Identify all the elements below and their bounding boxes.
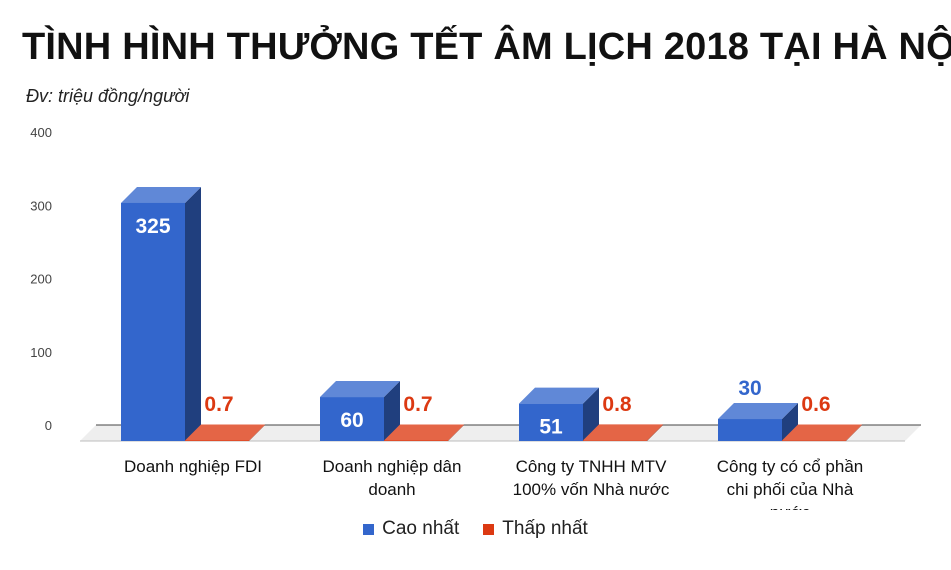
- legend-label-low: Thấp nhất: [502, 518, 588, 539]
- bar-low: [583, 424, 663, 441]
- data-label-low: 0.7: [403, 393, 432, 416]
- bar-low-side: [846, 424, 862, 441]
- category-label: Công ty có cổ phần: [717, 457, 863, 476]
- bar-low-side: [448, 424, 464, 441]
- chart-floor: [80, 425, 921, 441]
- data-label-high: 325: [135, 215, 170, 238]
- bar-low-front: [185, 440, 249, 441]
- bar-high-side: [384, 381, 400, 441]
- bar-low-side: [249, 424, 265, 441]
- bar-high-top: [718, 403, 798, 420]
- bar-high-top: [519, 387, 599, 404]
- data-label-low: 0.6: [801, 393, 830, 416]
- chart-unit-note: Đv: triệu đồng/người: [26, 86, 190, 106]
- bar-high-top: [320, 381, 400, 398]
- legend-swatch-low: [483, 523, 495, 535]
- bar-low: [782, 424, 862, 442]
- bar-high: [121, 186, 201, 441]
- chart-legend: Cao nhất Thấp nhất: [0, 518, 951, 540]
- bar-low-front: [384, 440, 448, 441]
- bar-high-top: [121, 186, 201, 203]
- bar-high-side: [185, 186, 201, 441]
- y-tick-label: 100: [30, 345, 52, 360]
- bar-high-side: [583, 387, 599, 441]
- category-label: doanh: [368, 480, 415, 499]
- bar-high-front: [718, 419, 782, 441]
- chart-title: TÌNH HÌNH THƯỞNG TẾT ÂM LỊCH 2018 TẠI HÀ…: [22, 26, 951, 68]
- bar-low-top: [384, 424, 464, 441]
- legend-swatch-high: [363, 523, 375, 535]
- bar-high-front: [320, 397, 384, 441]
- category-label: Công ty TNHH MTV: [516, 457, 667, 476]
- bar-high-front: [121, 202, 185, 441]
- bar-high: [320, 381, 400, 441]
- bar-low-top: [782, 424, 862, 441]
- legend-label-high: Cao nhất: [382, 518, 460, 539]
- bar-high: [519, 387, 599, 441]
- y-tick-label: 400: [30, 125, 52, 140]
- bar-low: [185, 424, 265, 441]
- y-tick-label: 0: [45, 418, 52, 433]
- bar-low-front: [782, 440, 846, 442]
- bar-low-top: [583, 424, 663, 441]
- data-label-high: 51: [539, 416, 563, 439]
- category-label: 100% vốn Nhà nước: [513, 480, 670, 499]
- data-label-low: 0.7: [204, 393, 233, 416]
- legend-item-high[interactable]: Cao nhất: [363, 518, 459, 540]
- y-tick-label: 200: [30, 272, 52, 287]
- category-label: chi phối của Nhà: [727, 480, 854, 499]
- data-label-high: 60: [340, 409, 363, 432]
- data-label-high: 30: [738, 377, 761, 400]
- bar-high-side: [782, 403, 798, 441]
- legend-item-low[interactable]: Thấp nhất: [483, 518, 588, 540]
- bar-high-front: [519, 403, 583, 441]
- bar-low-side: [647, 424, 663, 441]
- data-label-low: 0.8: [602, 393, 632, 416]
- y-tick-label: 300: [30, 198, 52, 213]
- bar-low: [384, 424, 464, 441]
- bar-chart: 0 100 200 300 400 325 0.7 Doanh nghiệp FDI 60 0.7…: [30, 125, 921, 510]
- bar-high: [718, 403, 798, 441]
- bar-low-top: [185, 424, 265, 441]
- category-label: Doanh nghiệp dân: [323, 457, 462, 476]
- category-label: nước: [770, 503, 811, 510]
- bar-low-front: [583, 440, 647, 441]
- category-label: Doanh nghiệp FDI: [124, 457, 262, 476]
